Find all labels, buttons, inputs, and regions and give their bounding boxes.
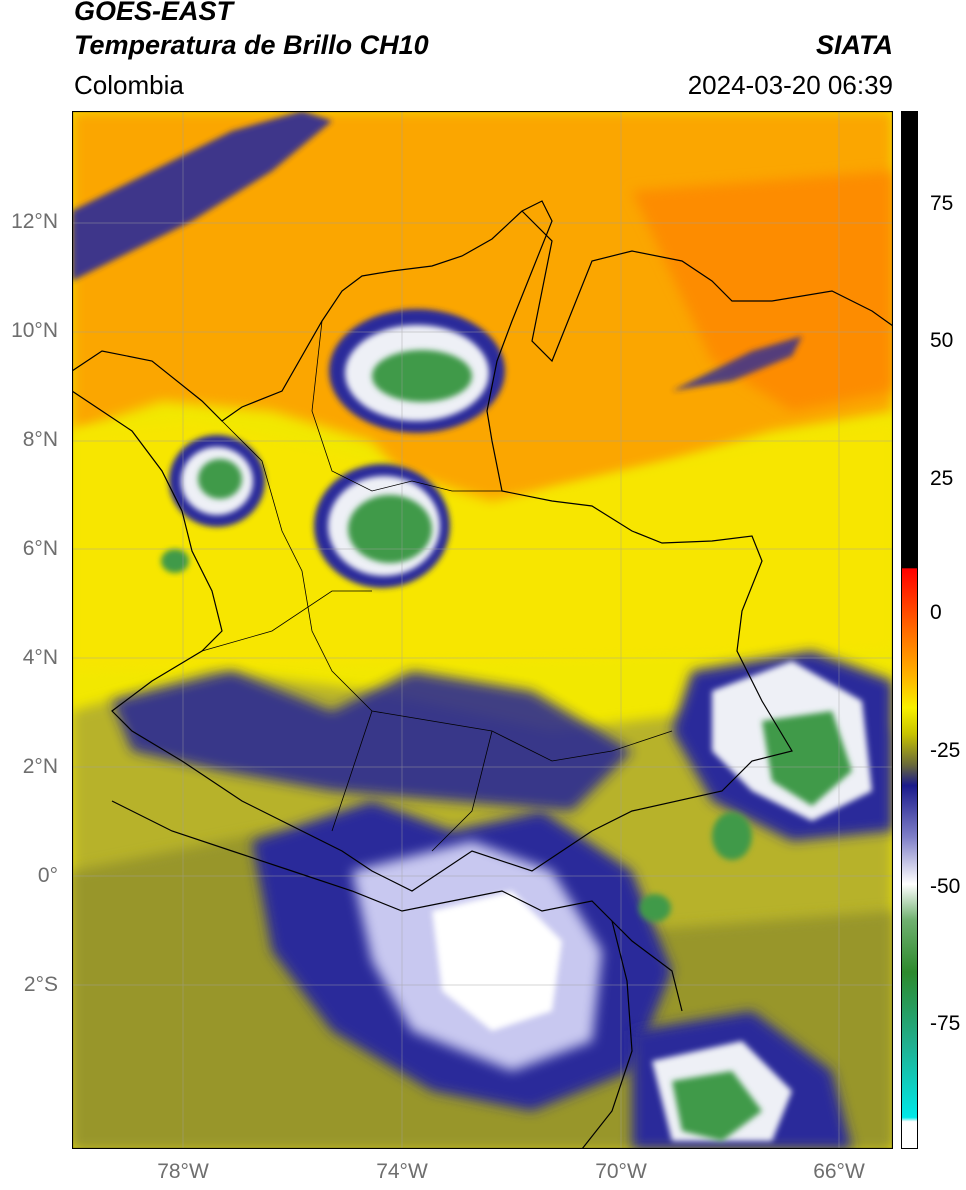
convective-cell-north-green [372,350,472,402]
colorbar-gradient [901,111,918,1149]
internal-lines [201,320,673,852]
cold-cloud-south-white [432,891,562,1031]
lon-label-78w: 78°W [157,1160,209,1183]
caribbean-cloud-streak [72,111,332,281]
convective-cell-small-3 [639,894,671,922]
borders [72,200,893,1149]
lat-label-10n: 10°N [11,319,58,342]
cold-cloud-southeast-green [672,1071,762,1141]
colorbar-tick-minus75: -75 [930,1012,961,1035]
lat-label-2n: 2°N [22,755,58,778]
lat-label-6n: 6°N [22,537,58,560]
gridlines [72,111,893,1149]
map-frame [72,111,893,1149]
lon-label-66w: 66°W [813,1160,865,1183]
lat-label-12n: 12°N [11,210,58,233]
lat-label-8n: 8°N [22,428,58,451]
colorbar-tick-0: 0 [930,601,942,624]
deep-orange-region [632,171,893,411]
convective-cell-small-1 [161,549,189,573]
colorbar [901,111,918,1149]
region-label: Colombia [74,70,184,100]
organization-label: SIATA [816,30,893,60]
convective-cell-west-green [198,459,242,499]
lat-label-0: 0° [37,864,58,887]
cold-cloud-east-green [762,711,852,806]
convective-cell-central-green [348,495,432,563]
lon-label-74w: 74°W [376,1160,428,1183]
peru-ecuador-border [111,800,683,1012]
cold-cloud-band-central [112,671,632,811]
colorbar-tick-minus50: -50 [930,875,961,898]
convective-cell-small-2 [712,812,752,860]
caribbean-cloud-streak-2 [672,336,802,391]
colorbar-tick-75: 75 [930,192,954,215]
venezuela-coast [521,210,893,363]
colombia-border [72,200,793,892]
yellow-band [72,421,893,671]
colorbar-tick-minus25: -25 [930,739,961,762]
colorbar-tick-25: 25 [930,467,954,490]
lon-label-70w: 70°W [595,1160,647,1183]
satellite-map [72,111,893,1149]
brazil-border [581,920,633,1149]
title-satellite: GOES-EAST [74,0,234,26]
lat-label-2s: 2°S [23,973,58,996]
title-product: Temperatura de Brillo CH10 [74,30,429,60]
lat-label-4n: 4°N [22,646,58,669]
timestamp-label: 2024-03-20 06:39 [687,70,893,100]
colorbar-tick-50: 50 [930,329,954,352]
